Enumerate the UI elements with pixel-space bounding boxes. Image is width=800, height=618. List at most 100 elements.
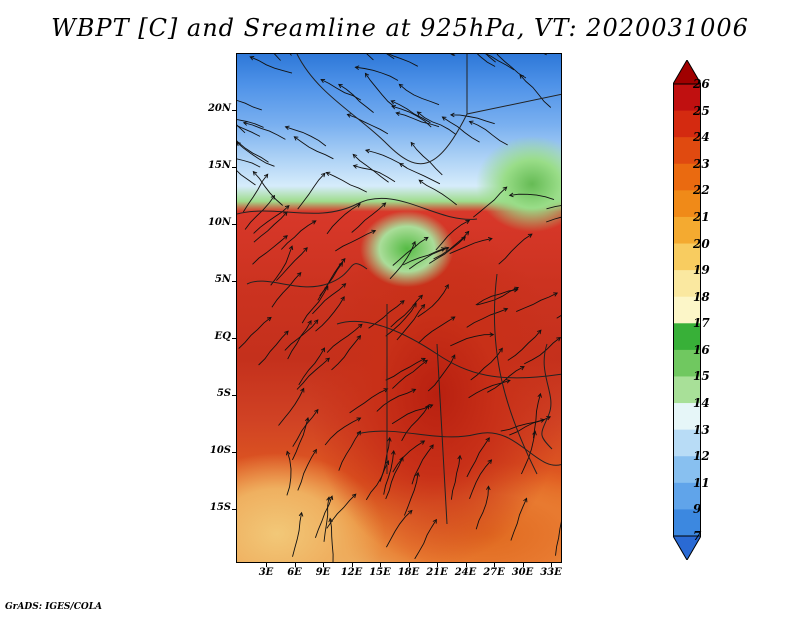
streamline-arrow xyxy=(325,171,331,176)
lon-tick-label: 3E xyxy=(258,567,274,578)
streamline xyxy=(408,247,449,270)
streamline xyxy=(403,472,419,516)
streamline-arrow xyxy=(398,83,404,89)
streamline xyxy=(297,449,317,491)
streamline-arrow xyxy=(457,454,462,460)
streamline xyxy=(475,289,518,306)
colorbar-segment xyxy=(673,190,701,218)
streamline xyxy=(475,486,489,530)
streamline-arrow xyxy=(298,511,304,517)
streamline xyxy=(391,105,432,128)
lat-tick-label: 15N xyxy=(207,160,231,171)
streamline-arrow xyxy=(489,332,495,337)
streamline-arrow xyxy=(519,74,524,79)
streamline-arrow xyxy=(242,121,248,126)
streamline xyxy=(349,388,388,414)
streamline xyxy=(485,54,496,63)
lon-tick xyxy=(437,563,438,567)
streamline xyxy=(543,54,547,56)
streamline-arrow xyxy=(440,247,446,252)
streamline-arrow xyxy=(441,116,447,121)
streamline xyxy=(286,451,292,496)
lon-tick xyxy=(323,563,324,567)
streamline xyxy=(274,54,281,61)
colorbar-level-label: 20 xyxy=(693,236,710,251)
colorbar-level-label: 18 xyxy=(693,289,710,304)
streamline-arrow xyxy=(338,261,344,267)
colorbar-level-label: 11 xyxy=(693,475,710,490)
streamline xyxy=(450,334,494,347)
streamline xyxy=(270,245,293,286)
streamline xyxy=(331,335,361,371)
streamline xyxy=(315,296,345,332)
colorbar-segment xyxy=(673,110,701,138)
streamline-arrow xyxy=(288,245,294,251)
streamline xyxy=(351,202,386,233)
streamline xyxy=(418,316,456,344)
streamline xyxy=(312,283,346,315)
streamline xyxy=(237,158,261,168)
colorbar-segment xyxy=(673,243,701,271)
colorbar-segment xyxy=(673,296,701,324)
streamline xyxy=(301,286,329,324)
lon-tick-label: 30E xyxy=(511,567,534,578)
colorbar-segment xyxy=(673,376,701,404)
colorbar-segment xyxy=(673,84,701,112)
colorbar-level-label: 21 xyxy=(693,209,710,224)
streamline xyxy=(252,235,288,265)
streamline-arrow xyxy=(326,496,331,502)
streamline xyxy=(383,450,395,495)
streamline xyxy=(411,444,434,485)
lon-tick-label: 15E xyxy=(369,567,391,578)
streamline xyxy=(403,247,446,266)
streamline xyxy=(387,54,419,67)
streamline xyxy=(496,54,527,79)
streamline xyxy=(329,518,334,562)
map-panel xyxy=(236,53,562,563)
streamline xyxy=(485,54,515,71)
streamline-arrow xyxy=(356,430,362,436)
streamline xyxy=(410,142,443,176)
streamline xyxy=(347,113,389,135)
streamline-arrow xyxy=(311,220,317,225)
colorbar-segment xyxy=(673,403,701,431)
streamline-arrow xyxy=(487,236,493,242)
streamline-arrow xyxy=(537,329,542,335)
streamline xyxy=(365,460,389,501)
streamline-arrow xyxy=(249,56,255,61)
streamline-arrow xyxy=(486,485,491,491)
lat-tick xyxy=(232,110,236,111)
streamline-arrow xyxy=(312,448,317,454)
lon-tick xyxy=(380,563,381,567)
streamline xyxy=(396,304,425,341)
streamline xyxy=(470,348,503,381)
streamline-arrow xyxy=(464,230,470,236)
streamline xyxy=(237,124,246,134)
streamline xyxy=(396,112,440,128)
streamline xyxy=(450,455,461,500)
streamline-arrow xyxy=(237,141,241,147)
lon-tick-label: 33E xyxy=(540,567,562,578)
streamline-arrow xyxy=(411,388,417,393)
streamline xyxy=(391,100,431,124)
streamline-arrow xyxy=(284,205,290,210)
streamline-arrow xyxy=(352,153,358,159)
streamline-arrow xyxy=(284,330,289,336)
streamline-arrow xyxy=(387,436,392,442)
streamline-arrow xyxy=(537,392,542,398)
streamline-arrow xyxy=(556,336,561,342)
streamline xyxy=(326,493,357,529)
streamline xyxy=(297,172,326,210)
streamline xyxy=(365,149,408,169)
streamline xyxy=(243,122,286,140)
streamline-arrow xyxy=(420,303,426,309)
streamline xyxy=(326,172,367,193)
streamline xyxy=(244,195,275,230)
streamline xyxy=(250,56,293,74)
streamline xyxy=(546,205,561,210)
streamline xyxy=(509,193,555,201)
colorbar-level-label: 13 xyxy=(693,422,710,437)
colorbar-level-label: 17 xyxy=(693,316,710,331)
streamline-arrow xyxy=(320,172,326,178)
lon-tick-label: 21E xyxy=(426,567,448,578)
